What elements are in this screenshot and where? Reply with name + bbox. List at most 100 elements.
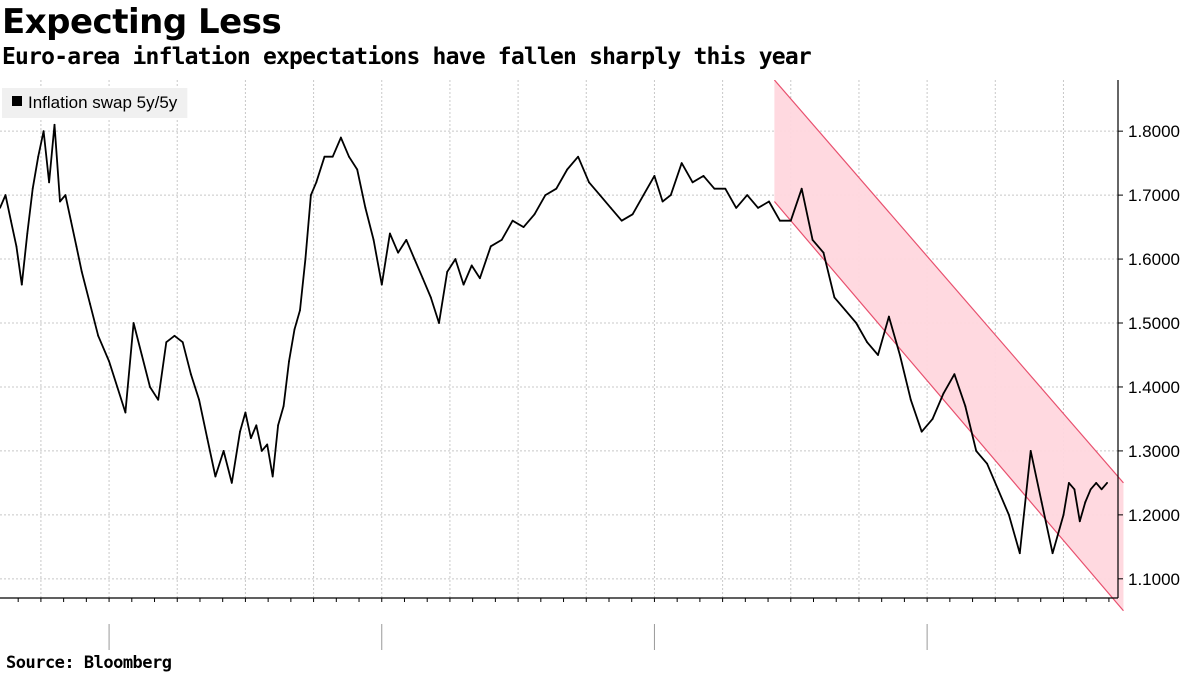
data-point — [181, 341, 184, 344]
data-point — [282, 405, 285, 408]
data-point — [609, 207, 612, 209]
data-point — [421, 277, 424, 280]
data-point — [413, 258, 416, 260]
data-point — [356, 168, 359, 171]
data-point — [800, 187, 803, 190]
data-point — [669, 194, 672, 197]
data-point — [631, 213, 634, 216]
data-point — [855, 322, 858, 324]
data-point — [953, 373, 956, 376]
data-point — [479, 277, 481, 280]
legend: Inflation swap 5y/5y — [2, 88, 188, 118]
y-tick-label: 1.7000 — [1128, 186, 1180, 205]
data-point — [1084, 501, 1087, 503]
line-chart: 1.1000 1.2000 1.3000 1.4000 1.5000 1.6000 1.70… — [0, 80, 1180, 650]
data-point — [1089, 488, 1092, 491]
data-point — [680, 162, 683, 165]
data-point — [1095, 481, 1098, 484]
data-point — [778, 219, 781, 222]
data-point — [389, 232, 391, 235]
data-point — [206, 437, 209, 440]
x-year-label: 2016 — [227, 647, 265, 650]
data-point — [702, 175, 705, 177]
data-point — [588, 181, 590, 184]
data-point — [942, 392, 945, 395]
data-point — [642, 194, 645, 197]
data-point — [124, 411, 127, 414]
data-point — [348, 155, 350, 158]
data-point — [661, 200, 664, 203]
data-point — [500, 238, 503, 241]
data-point — [239, 430, 241, 433]
data-point — [132, 322, 135, 324]
data-point — [1062, 513, 1065, 516]
x-year-label: 2019 — [998, 647, 1036, 650]
data-point — [986, 462, 989, 465]
data-point — [372, 238, 375, 241]
data-point — [822, 251, 825, 254]
data-point — [260, 450, 263, 452]
y-tick-label: 1.5000 — [1128, 314, 1180, 333]
data-point — [380, 283, 383, 286]
x-year-label: 2018 — [772, 647, 810, 650]
data-point — [42, 130, 45, 133]
data-point — [599, 194, 601, 197]
data-point — [438, 322, 440, 324]
data-point — [909, 398, 912, 401]
data-point — [1100, 488, 1103, 491]
data-point — [462, 283, 465, 286]
data-point — [157, 398, 160, 401]
trend-channel-upper-edge — [773, 80, 1124, 484]
data-point — [0, 207, 1, 209]
data-point — [789, 219, 792, 222]
data-point — [757, 207, 759, 209]
data-point — [198, 398, 200, 401]
data-point — [577, 155, 579, 158]
data-point — [866, 341, 869, 344]
chart-axes: 1.1000 1.2000 1.3000 1.4000 1.5000 1.6000 1.70… — [0, 80, 1180, 650]
data-point — [811, 238, 814, 241]
data-point — [331, 155, 334, 158]
data-point — [898, 354, 901, 356]
data-point — [1018, 552, 1021, 555]
chart-subtitle: Euro-area inflation expectations have fa… — [2, 44, 812, 70]
data-point — [364, 207, 367, 209]
data-point — [544, 194, 547, 197]
chart-series — [0, 123, 1108, 555]
data-point — [315, 181, 318, 184]
legend-background — [2, 88, 188, 118]
data-point — [566, 168, 569, 171]
data-point — [293, 328, 296, 331]
data-point — [746, 194, 749, 197]
legend-swatch — [12, 96, 22, 106]
x-year-label: 2015 — [14, 647, 52, 650]
y-tick-label: 1.4000 — [1128, 378, 1180, 397]
data-point — [844, 309, 847, 312]
data-point — [64, 194, 67, 197]
data-point — [230, 481, 233, 484]
data-point — [1078, 520, 1081, 523]
data-point — [735, 207, 738, 209]
data-point — [97, 334, 100, 337]
data-point — [511, 219, 514, 222]
data-point — [116, 386, 119, 388]
data-point — [620, 219, 623, 222]
data-point — [165, 341, 168, 344]
data-point — [920, 430, 923, 433]
data-point — [222, 450, 225, 452]
y-tick-label: 1.6000 — [1128, 250, 1180, 269]
data-point — [26, 232, 29, 235]
trend-channel-fill — [774, 80, 1124, 611]
y-tick-label: 1.1000 — [1128, 570, 1180, 589]
data-point — [470, 264, 473, 267]
data-point — [75, 245, 78, 248]
data-point — [214, 475, 217, 478]
data-point — [489, 245, 492, 248]
data-point — [89, 302, 91, 305]
data-point — [149, 386, 151, 388]
data-point — [31, 187, 34, 190]
data-point — [997, 488, 999, 491]
data-point — [304, 258, 307, 260]
data-point — [1040, 501, 1043, 503]
data-point — [964, 405, 967, 408]
